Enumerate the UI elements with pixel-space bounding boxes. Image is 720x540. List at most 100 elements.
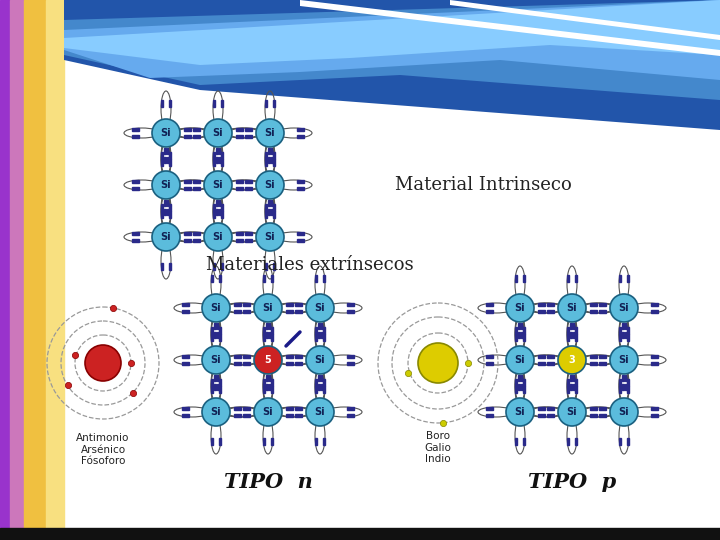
Bar (266, 384, 268, 390)
Bar (271, 200, 272, 206)
Bar (193, 135, 200, 138)
Bar (518, 323, 520, 329)
Bar (618, 386, 621, 393)
Bar (263, 334, 265, 341)
Bar (523, 438, 526, 445)
Bar (297, 187, 304, 190)
Circle shape (506, 398, 534, 426)
Bar (211, 386, 213, 393)
Bar (320, 384, 323, 390)
Bar (271, 438, 274, 445)
Polygon shape (450, 0, 720, 40)
Bar (297, 128, 304, 131)
Bar (286, 355, 293, 357)
Bar (182, 303, 189, 306)
Text: Si: Si (212, 180, 223, 190)
Bar (184, 135, 191, 138)
Bar (218, 148, 220, 154)
Circle shape (418, 343, 458, 383)
Bar (297, 232, 304, 235)
Bar (618, 438, 621, 445)
Bar (518, 375, 520, 381)
Text: Si: Si (618, 407, 629, 417)
Bar (211, 327, 213, 334)
Bar (211, 379, 213, 386)
Bar (618, 334, 621, 341)
Bar (271, 334, 274, 341)
Bar (567, 386, 570, 393)
Bar (219, 379, 221, 386)
Bar (268, 209, 269, 215)
Bar (286, 303, 293, 306)
Bar (268, 148, 269, 154)
Bar (245, 180, 252, 183)
Bar (626, 386, 629, 393)
Bar (132, 135, 139, 138)
Bar (271, 386, 274, 393)
Bar (132, 180, 139, 183)
Bar (523, 386, 526, 393)
Bar (166, 157, 168, 163)
Bar (221, 100, 223, 107)
Bar (163, 157, 166, 163)
Bar (651, 303, 658, 306)
Bar (515, 379, 517, 386)
Bar (347, 414, 354, 417)
Bar (184, 187, 191, 190)
Bar (523, 379, 526, 386)
Bar (214, 384, 215, 390)
Bar (193, 187, 200, 190)
Bar (168, 100, 171, 107)
Bar (486, 355, 493, 357)
Text: Boro
Galio
Indio: Boro Galio Indio (425, 431, 451, 464)
Bar (538, 407, 545, 410)
Bar (168, 152, 171, 159)
Bar (263, 275, 265, 282)
Bar (621, 323, 624, 329)
Bar (263, 327, 265, 334)
Bar (320, 375, 323, 381)
Bar (243, 362, 250, 365)
Text: Antimonio
Arsénico
Fósoforo: Antimonio Arsénico Fósoforo (76, 433, 130, 466)
Bar (570, 375, 572, 381)
Bar (323, 275, 325, 282)
Bar (193, 180, 200, 183)
Bar (214, 323, 215, 329)
Bar (166, 148, 168, 154)
Bar (168, 159, 171, 166)
Bar (315, 379, 318, 386)
Bar (515, 327, 517, 334)
Bar (265, 159, 267, 166)
Bar (193, 239, 200, 242)
Bar (599, 303, 606, 306)
Bar (621, 375, 624, 381)
Bar (318, 332, 320, 338)
Bar (315, 438, 318, 445)
Bar (182, 355, 189, 357)
Bar (218, 209, 220, 215)
Bar (0, 528, 720, 540)
Circle shape (152, 119, 180, 147)
Bar (24, 0, 46, 540)
Bar (46, 0, 64, 540)
Circle shape (202, 294, 230, 322)
Bar (236, 232, 243, 235)
Bar (295, 310, 302, 313)
Bar (266, 332, 268, 338)
Bar (286, 310, 293, 313)
Bar (624, 332, 626, 338)
Bar (538, 355, 545, 357)
Bar (245, 128, 252, 131)
Bar (269, 375, 271, 381)
Bar (193, 128, 200, 131)
Bar (245, 239, 252, 242)
Bar (599, 362, 606, 365)
Bar (168, 211, 171, 218)
Bar (234, 362, 241, 365)
Bar (269, 384, 271, 390)
Bar (245, 232, 252, 235)
Bar (219, 386, 221, 393)
Bar (219, 327, 221, 334)
Bar (166, 209, 168, 215)
Bar (234, 407, 241, 410)
